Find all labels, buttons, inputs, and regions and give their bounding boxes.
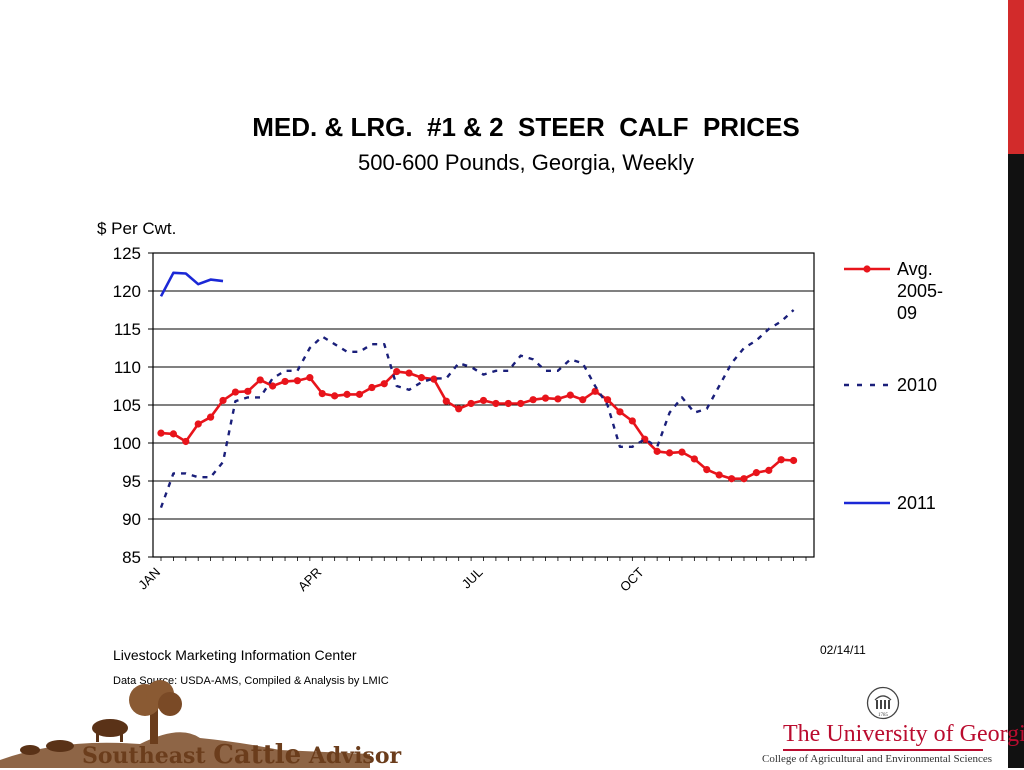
legend-label-1: Avg. 2005- 09 <box>897 258 943 324</box>
uga-rule <box>783 749 983 751</box>
uga-wordmark: The University of Georgia <box>783 721 1024 747</box>
series-line-1 <box>160 370 794 481</box>
series-point <box>603 396 612 404</box>
y-tick-label: 115 <box>114 320 141 339</box>
series-point <box>244 387 252 395</box>
legend-label-3: 2011 <box>897 492 936 514</box>
uga-arch-seal-icon: 1785 <box>866 686 900 720</box>
series-point <box>765 466 773 474</box>
x-tick-label: OCT <box>617 564 647 594</box>
y-axis-label: $ Per Cwt. <box>97 219 176 238</box>
series-point <box>616 408 624 416</box>
uga-college-name: College of Agricultural and Environmenta… <box>762 753 993 765</box>
logo-word-southeast: Southeast <box>82 743 206 769</box>
series-point <box>306 374 314 382</box>
legend-label-line: 2011 <box>897 493 936 513</box>
series-line-2 <box>159 309 795 509</box>
series-point <box>380 380 388 388</box>
line-chart: $ Per Cwt. 85 90 95 100 105 110 115 120 125 JAN AP… <box>97 219 890 595</box>
southeast-cattle-advisor-wordmark: Southeast Cattle Advisor <box>82 740 401 770</box>
series-point <box>343 390 351 398</box>
series-point <box>169 430 178 438</box>
series-point <box>727 475 736 483</box>
series-point <box>492 399 500 408</box>
y-tick-label: 125 <box>113 244 141 263</box>
right-edge-accent <box>1008 0 1024 154</box>
series-point <box>566 391 574 399</box>
y-tick-label: 100 <box>113 434 141 453</box>
series-line-3 <box>159 271 224 297</box>
series-point <box>789 456 798 465</box>
series-point <box>393 367 401 376</box>
uga-seal-year: 1785 <box>878 713 889 718</box>
y-tick-label: 105 <box>113 396 141 415</box>
legend-label-2: 2010 <box>897 374 937 396</box>
right-edge-bar <box>1008 0 1024 768</box>
logo-word-cattle: Cattle <box>213 740 302 770</box>
y-tick-label: 85 <box>122 548 141 567</box>
series-point <box>740 475 748 483</box>
southeast-cattle-advisor-logo <box>0 680 370 768</box>
series-point <box>207 413 215 421</box>
series-point <box>690 455 698 463</box>
series-point <box>355 390 364 398</box>
x-tick-label: JAN <box>135 565 163 593</box>
series-point <box>479 396 488 405</box>
legend-label-line: 09 <box>897 303 918 323</box>
series-point <box>442 397 450 405</box>
series-point <box>529 396 537 404</box>
series-point <box>541 394 550 402</box>
series-point <box>715 471 723 479</box>
series-point <box>182 437 190 446</box>
series-point <box>752 469 760 477</box>
y-tick-label: 90 <box>122 510 141 529</box>
logo-word-advisor: Advisor <box>308 743 402 769</box>
series-point <box>293 377 302 385</box>
series-point <box>579 396 587 404</box>
series-point <box>318 390 326 398</box>
series-point <box>231 388 240 396</box>
legend-label-line: 2010 <box>897 375 938 395</box>
legend-label-line: 2005- <box>897 281 944 301</box>
series-point <box>417 374 426 382</box>
date-stamp: 02/14/11 <box>820 643 866 657</box>
source-note: Livestock Marketing Information Center <box>113 647 357 663</box>
series-point <box>455 405 463 413</box>
series-point <box>628 417 636 425</box>
chart-subtitle: 500-600 Pounds, Georgia, Weekly <box>358 150 694 175</box>
series-point <box>194 420 202 428</box>
series-point <box>219 396 227 405</box>
data-credit: Data Source: USDA-AMS, Compiled & Analys… <box>113 675 389 687</box>
series-point <box>281 377 289 386</box>
series-point <box>517 399 525 408</box>
chart-title: MED. & LRG. #1 & 2 STEER CALF PRICES <box>252 112 800 142</box>
y-tick-label: 95 <box>122 472 141 491</box>
series-point <box>256 376 264 384</box>
x-tick-label: APR <box>295 565 325 595</box>
series-point <box>703 466 711 474</box>
series-point <box>554 395 562 403</box>
series-point <box>653 447 661 455</box>
series-point <box>157 429 165 437</box>
legend-marker <box>863 265 871 273</box>
series-point <box>467 399 475 408</box>
series-point <box>591 387 599 395</box>
series-point <box>368 383 376 392</box>
x-tick-label: JUL <box>459 565 486 592</box>
series-point <box>504 399 512 408</box>
series-point <box>430 375 438 383</box>
y-tick-label: 110 <box>114 358 141 377</box>
legend-label-line: Avg. <box>897 259 933 279</box>
series-point <box>269 382 277 390</box>
y-tick-label: 120 <box>113 282 141 301</box>
series-point <box>405 369 413 377</box>
series-point <box>678 448 686 456</box>
series-point <box>331 392 339 400</box>
series-point <box>665 449 674 457</box>
series-point <box>777 456 785 464</box>
